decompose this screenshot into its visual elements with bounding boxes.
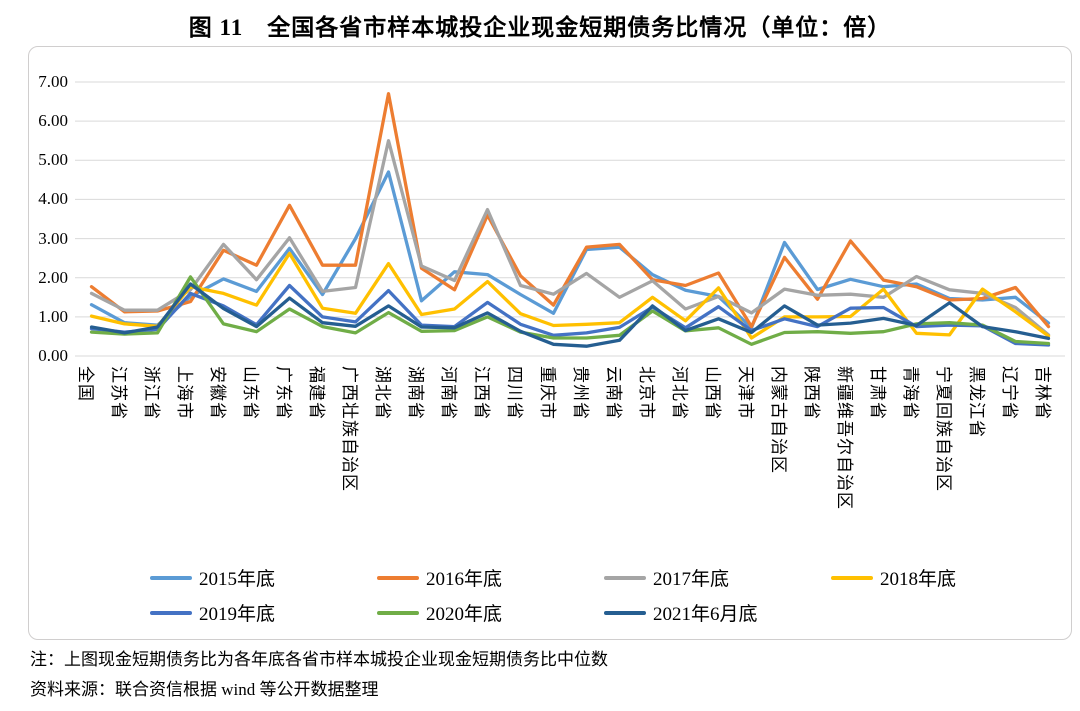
x-axis-label-北京市: 北京市 [636, 366, 656, 420]
legend-item-2017年底: 2017年底 [604, 564, 831, 591]
x-axis-label-重庆市: 重庆市 [537, 366, 557, 420]
legend-label: 2019年底 [199, 604, 276, 625]
y-axis-tick-label: 0.00 [38, 346, 68, 365]
x-axis-label-河北省: 河北省 [669, 366, 689, 420]
x-axis-label-浙江省: 浙江省 [141, 366, 161, 420]
chart-note: 注：上图现金短期债务比为各年底各省市样本城投企业现金短期债务比中位数 [30, 650, 608, 669]
x-axis-label-上海市: 上海市 [174, 366, 194, 420]
legend-item-2021年6月底: 2021年6月底 [604, 599, 831, 626]
x-axis-label-广西壮族自治区: 广西壮族自治区 [339, 366, 359, 492]
legend-line-swatch [377, 575, 419, 580]
legend-item-2015年底: 2015年底 [150, 564, 377, 591]
legend-label: 2021年6月底 [653, 604, 758, 625]
series-line-2017年底 [89, 139, 1051, 337]
legend-label: 2020年底 [426, 604, 503, 625]
x-axis-label-江西省: 江西省 [471, 366, 491, 420]
x-axis-label-新疆维吾尔自治区: 新疆维吾尔自治区 [834, 366, 854, 510]
legend-line-swatch [377, 610, 419, 615]
x-axis-label-福建省: 福建省 [306, 366, 326, 420]
legend-line-swatch [604, 610, 646, 615]
x-axis-label-山西省: 山西省 [702, 366, 722, 420]
y-axis-tick-label: 7.00 [38, 72, 68, 91]
chart-legend-row-2: 2019年底 2020年底 2021年6月底 [150, 599, 831, 626]
x-axis-label-内蒙古自治区: 内蒙古自治区 [768, 366, 788, 474]
x-axis-label-甘肃省: 甘肃省 [867, 366, 887, 420]
x-axis-label-黑龙江省: 黑龙江省 [966, 366, 986, 438]
x-axis-label-辽宁省: 辽宁省 [999, 366, 1019, 420]
y-axis-tick-label: 5.00 [38, 150, 68, 170]
legend-line-swatch [150, 610, 192, 615]
series-line-2018年底 [89, 251, 1051, 340]
legend-label: 2017年底 [653, 569, 730, 590]
x-axis-label-云南省: 云南省 [603, 366, 623, 420]
x-axis-label-贵州省: 贵州省 [570, 366, 590, 420]
x-axis-label-宁夏回族自治区: 宁夏回族自治区 [933, 366, 953, 492]
x-axis-label-山东省: 山东省 [240, 366, 260, 420]
y-axis-tick-label: 3.00 [38, 228, 68, 248]
series-line-2016年底 [89, 92, 1051, 329]
chart-source-note: 资料来源：联合资信根据 wind 等公开数据整理 [30, 680, 379, 699]
x-axis-label-青海省: 青海省 [900, 366, 920, 420]
x-axis-label-河南省: 河南省 [438, 366, 458, 420]
line-chart-plot-area [75, 81, 1065, 357]
series-line-2020年底 [89, 275, 1051, 346]
series-line-2019年底 [89, 283, 1051, 347]
y-axis-tick-label: 2.00 [38, 267, 68, 287]
chart-legend-row-1: 2015年底 2016年底 2017年底 2018年底 [150, 564, 1058, 591]
legend-line-swatch [831, 575, 873, 580]
x-axis-label-全国: 全国 [75, 366, 95, 402]
legend-label: 2015年底 [199, 569, 276, 590]
legend-item-2016年底: 2016年底 [377, 564, 604, 591]
y-axis-tick-label: 1.00 [38, 306, 68, 326]
x-axis-label-陕西省: 陕西省 [801, 366, 821, 420]
legend-label: 2018年底 [880, 569, 957, 590]
legend-item-2020年底: 2020年底 [377, 599, 604, 626]
legend-item-2019年底: 2019年底 [150, 599, 377, 626]
legend-line-swatch [150, 575, 192, 580]
legend-line-swatch [604, 575, 646, 580]
legend-label: 2016年底 [426, 569, 503, 590]
x-axis-label-安徽省: 安徽省 [207, 366, 227, 420]
x-axis-label-湖南省: 湖南省 [405, 366, 425, 420]
x-axis-label-湖北省: 湖北省 [372, 366, 392, 420]
x-axis-label-四川省: 四川省 [504, 366, 524, 420]
x-axis-label-天津市: 天津市 [735, 366, 755, 420]
x-axis-label-吉林省: 吉林省 [1032, 366, 1052, 420]
series-line-2021年6月底 [89, 282, 1051, 348]
legend-item-2018年底: 2018年底 [831, 564, 1058, 591]
y-axis-tick-label: 6.00 [38, 111, 68, 131]
x-axis-label-江苏省: 江苏省 [108, 366, 128, 420]
series-line-2015年底 [89, 170, 1051, 330]
page-title: 图 11 全国各省市样本城投企业现金短期债务比情况（单位：倍） [188, 15, 892, 40]
x-axis-label-广东省: 广东省 [273, 366, 293, 420]
y-axis-tick-label: 4.00 [38, 189, 68, 209]
